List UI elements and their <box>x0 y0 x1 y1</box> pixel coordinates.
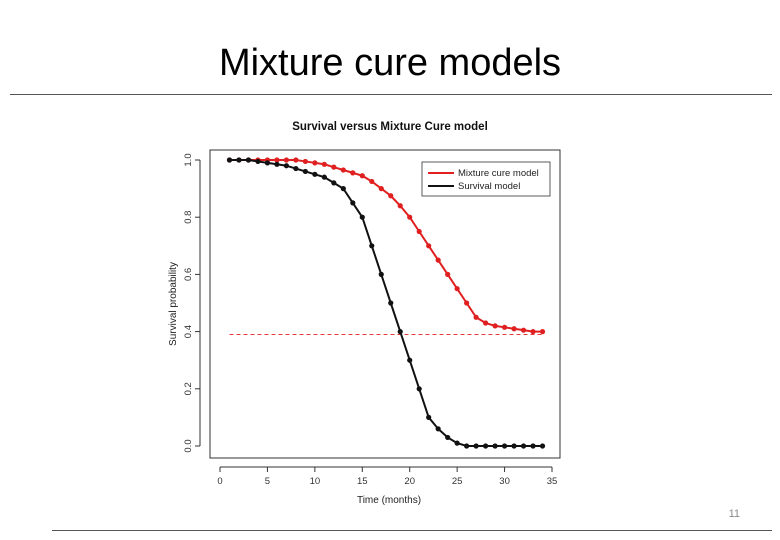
x-tick-label: 5 <box>265 476 270 487</box>
x-tick-label: 15 <box>357 476 368 487</box>
data-point-mixture-cure <box>388 193 394 199</box>
series-layer <box>226 157 546 449</box>
data-point-survival <box>378 271 384 277</box>
data-point-mixture-cure <box>416 228 422 235</box>
legend: Mixture cure model Survival model <box>421 161 551 197</box>
data-point-mixture-cure <box>302 158 308 165</box>
data-point-mixture-cure <box>511 326 517 332</box>
data-point-survival <box>340 186 346 192</box>
footer-divider <box>52 530 772 531</box>
data-point-survival <box>245 157 252 163</box>
page-number: 11 <box>728 508 740 520</box>
y-axis-title: Survival probability <box>168 262 179 346</box>
x-tick-label: 35 <box>547 476 558 487</box>
data-point-survival <box>302 168 308 175</box>
data-point-survival <box>445 434 451 441</box>
y-tick-label: 0.2 <box>183 382 194 395</box>
data-point-survival <box>530 443 536 449</box>
data-point-mixture-cure <box>454 286 460 292</box>
data-point-mixture-cure <box>331 164 337 170</box>
data-point-survival <box>293 165 299 172</box>
data-point-mixture-cure <box>293 157 299 163</box>
y-tick-label: 1.0 <box>183 153 194 166</box>
data-point-mixture-cure <box>426 243 432 249</box>
data-point-mixture-cure <box>539 329 546 335</box>
chart-title: Survival versus Mixture Cure model <box>292 121 488 133</box>
legend-label-mixture: Mixture cure model <box>458 168 539 179</box>
data-point-survival <box>331 180 337 186</box>
data-point-survival <box>435 426 441 432</box>
data-point-mixture-cure <box>340 167 346 173</box>
data-point-survival <box>492 443 498 449</box>
data-point-mixture-cure <box>312 160 318 166</box>
x-tick-label: 30 <box>499 476 510 487</box>
data-point-survival <box>539 443 546 449</box>
series-line-mixture-cure <box>229 159 543 333</box>
survival-chart: Survival versus Mixture Cure model 0 5 10 1… <box>168 121 561 506</box>
title-divider <box>10 94 772 95</box>
data-point-survival <box>454 440 460 446</box>
data-point-survival <box>255 158 261 165</box>
data-point-survival <box>283 163 289 169</box>
data-point-survival <box>274 161 280 167</box>
legend-box <box>421 161 551 197</box>
y-tick-label: 0.8 <box>183 211 194 224</box>
data-point-survival <box>264 160 271 166</box>
data-point-survival <box>388 300 394 306</box>
data-point-survival <box>483 443 489 449</box>
data-point-mixture-cure <box>397 203 403 209</box>
data-point-survival <box>359 214 365 220</box>
data-point-survival <box>464 443 470 449</box>
series-line-survival <box>229 159 543 447</box>
data-point-survival <box>369 243 375 249</box>
data-point-mixture-cure <box>501 324 508 330</box>
data-point-survival <box>397 329 403 335</box>
x-tick-label: 25 <box>452 476 463 487</box>
data-point-mixture-cure <box>530 329 536 335</box>
y-tick-label: 0.0 <box>183 439 194 452</box>
data-point-survival <box>236 157 242 163</box>
y-tick-label: 0.6 <box>183 268 194 281</box>
data-point-mixture-cure <box>378 186 384 192</box>
x-tick-label: 0 <box>217 476 222 487</box>
data-point-mixture-cure <box>445 271 451 277</box>
data-point-mixture-cure <box>464 300 470 306</box>
data-point-survival <box>501 443 508 449</box>
data-point-survival <box>520 443 527 449</box>
y-tick-label: 0.4 <box>183 325 194 338</box>
plot-frame <box>209 149 561 459</box>
data-point-mixture-cure <box>492 323 498 329</box>
data-point-survival <box>226 157 233 163</box>
data-point-survival <box>407 357 413 363</box>
data-point-survival <box>473 443 479 449</box>
data-point-mixture-cure <box>350 170 356 176</box>
data-point-mixture-cure <box>483 320 489 326</box>
data-point-mixture-cure <box>369 178 375 185</box>
data-point-survival <box>312 171 318 177</box>
data-point-survival <box>321 174 327 180</box>
data-point-survival <box>426 414 432 420</box>
data-point-mixture-cure <box>359 173 365 179</box>
data-point-survival <box>416 386 422 392</box>
data-point-mixture-cure <box>435 257 441 263</box>
x-tick-label: 10 <box>310 476 321 487</box>
data-point-mixture-cure <box>473 314 479 320</box>
x-tick-label: 20 <box>404 476 415 487</box>
data-point-mixture-cure <box>407 214 413 220</box>
slide-title: Mixture cure models <box>218 42 562 84</box>
axes: 0 5 10 15 20 25 30 35 0.0 0.2 0.4 0.6 0.8 1.0 <box>183 153 557 487</box>
legend-label-survival: Survival model <box>458 181 520 192</box>
data-point-mixture-cure <box>274 157 280 163</box>
data-point-survival <box>511 443 517 449</box>
data-point-survival <box>350 200 356 206</box>
data-point-mixture-cure <box>321 161 327 167</box>
x-axis-title: Time (months) <box>357 495 421 506</box>
data-point-mixture-cure <box>520 327 527 333</box>
data-point-mixture-cure <box>283 157 289 163</box>
